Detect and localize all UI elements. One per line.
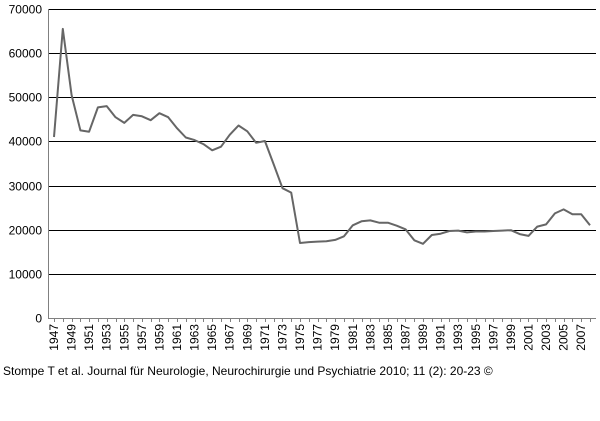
x-tick-label: 1989 — [416, 324, 430, 351]
x-tick-label: 1967 — [223, 324, 237, 351]
y-axis-tick-labels: 0 10000 20000 30000 40000 50000 60000 70000 — [9, 3, 43, 326]
x-tick-label: 1997 — [486, 324, 500, 351]
y-tick-label: 70000 — [9, 3, 43, 17]
x-tick-label: 1977 — [311, 324, 325, 351]
x-tick-label: 2001 — [521, 324, 535, 351]
x-tick-label: 1955 — [117, 324, 131, 351]
source-citation: Stompe T et al. Journal für Neurologie, … — [3, 364, 493, 378]
x-tick-label: 1979 — [328, 324, 342, 351]
x-tick-label: 1981 — [346, 324, 360, 351]
y-tick-label: 10000 — [9, 268, 43, 282]
x-tick-label: 1965 — [205, 324, 219, 351]
x-tick-label: 1961 — [170, 324, 184, 351]
x-tick-label: 1949 — [65, 324, 79, 351]
x-tick-label: 1951 — [82, 324, 96, 351]
x-axis-tick-labels: 1947 1949 1951 1953 1955 1957 1959 1961 1963 1965… — [47, 324, 588, 351]
x-tick-label: 1963 — [188, 324, 202, 351]
x-tick-label: 1973 — [275, 324, 289, 351]
x-tick-label: 1971 — [258, 324, 272, 351]
x-tick-label: 1983 — [363, 324, 377, 351]
y-tick-label: 40000 — [9, 135, 43, 149]
y-tick-label: 50000 — [9, 91, 43, 105]
x-tick-label: 1987 — [398, 324, 412, 351]
y-tick-label: 30000 — [9, 180, 43, 194]
x-tick-label: 1993 — [451, 324, 465, 351]
y-tick-label: 60000 — [9, 47, 43, 61]
x-tick-label: 1953 — [100, 324, 114, 351]
x-tick-label: 1959 — [152, 324, 166, 351]
y-tick-label: 0 — [35, 312, 42, 326]
axes — [48, 9, 596, 322]
x-tick-label: 1991 — [434, 324, 448, 351]
series-layer — [53, 27, 591, 245]
x-tick-label: 2003 — [539, 324, 553, 351]
gridlines — [48, 9, 596, 275]
x-tick-label: 1969 — [240, 324, 254, 351]
y-tick-label: 20000 — [9, 224, 43, 238]
x-tick-label: 2005 — [557, 324, 571, 351]
x-tick-label: 1999 — [504, 324, 518, 351]
series-line — [53, 27, 591, 245]
x-tick-label: 1957 — [135, 324, 149, 351]
x-tick-label: 1995 — [469, 324, 483, 351]
x-tick-label: 1975 — [293, 324, 307, 351]
x-tick-label: 1947 — [47, 324, 61, 351]
x-tick-label: 1985 — [381, 324, 395, 351]
x-tick-label: 2007 — [574, 324, 588, 351]
